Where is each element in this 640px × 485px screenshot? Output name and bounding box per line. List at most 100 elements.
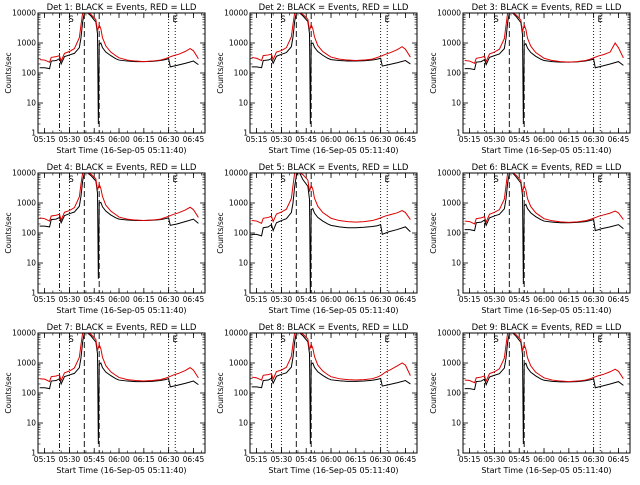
annotation-e: E (173, 175, 178, 185)
y-tick-label: 1000 (17, 199, 36, 208)
x-tick-label: 05:15 (34, 135, 56, 144)
x-tick-label: 05:30 (59, 295, 81, 304)
annotation-s: S (493, 335, 498, 345)
x-tick-label: 05:45 (295, 295, 317, 304)
y-axis-label: Counts/sec (216, 52, 225, 93)
x-tick-label: 06:00 (320, 295, 342, 304)
plot-frame (249, 172, 418, 294)
x-tick-label: 06:15 (133, 295, 155, 304)
y-tick-label: 10 (26, 259, 36, 268)
x-axis-label: Start Time (16-Sep-05 05:11:40) (56, 146, 186, 155)
x-tick-label: 05:45 (295, 455, 317, 464)
x-tick-label: 05:30 (484, 135, 506, 144)
series-line-lld (464, 13, 624, 65)
annotation-e: E (173, 335, 178, 345)
x-tick-label: 06:00 (533, 455, 555, 464)
y-tick-label: 10000 (437, 9, 461, 18)
x-axis-label: Start Time (16-Sep-05 05:11:40) (268, 306, 398, 315)
x-tick-label: 05:45 (83, 295, 105, 304)
y-tick-label: 1000 (229, 359, 248, 368)
chart-panel-6: Det 6: BLACK = Events, RED = LLD Counts/s… (429, 163, 631, 315)
y-tick-label: 10 (451, 99, 461, 108)
x-tick-label: 05:30 (271, 455, 293, 464)
y-axis-label: Counts/sec (429, 212, 438, 253)
x-tick-label: 05:15 (246, 455, 268, 464)
x-tick-label: 05:30 (59, 455, 81, 464)
y-tick-label: 1 (31, 129, 36, 138)
series-line-lld (39, 333, 199, 383)
chart-panel-3: Det 3: BLACK = Events, RED = LLD Counts/s… (429, 3, 631, 155)
y-tick-label: 1 (456, 449, 461, 458)
annotation-e: E (385, 15, 390, 25)
series-line-lld (251, 333, 411, 381)
y-tick-label: 1 (243, 129, 248, 138)
x-tick-label: 06:30 (583, 295, 605, 304)
y-tick-label: 100 (234, 389, 249, 398)
x-tick-label: 06:45 (395, 455, 417, 464)
plot-frame (249, 12, 418, 134)
y-tick-label: 10 (238, 99, 248, 108)
series-line-lld (251, 173, 411, 225)
x-tick-label: 06:45 (395, 135, 417, 144)
y-tick-label: 1000 (229, 39, 248, 48)
x-tick-label: 06:45 (608, 295, 630, 304)
x-axis-label: Start Time (16-Sep-05 05:11:40) (481, 146, 611, 155)
x-tick-label: 06:00 (108, 295, 130, 304)
x-tick-label: 05:30 (484, 295, 506, 304)
x-tick-label: 06:15 (345, 295, 367, 304)
x-tick-label: 05:15 (246, 295, 268, 304)
series-line-events (464, 13, 624, 124)
x-tick-label: 06:15 (558, 135, 580, 144)
series-line-lld (464, 173, 624, 225)
chart-title: Det 7: BLACK = Events, RED = LLD (47, 323, 197, 333)
y-tick-label: 1 (243, 449, 248, 458)
chart-title: Det 6: BLACK = Events, RED = LLD (472, 163, 622, 173)
x-tick-label: 06:30 (158, 135, 180, 144)
y-axis-label: Counts/sec (4, 212, 13, 253)
x-tick-label: 06:30 (370, 455, 392, 464)
chart-panel-5: Det 5: BLACK = Events, RED = LLD Counts/s… (216, 163, 418, 315)
series-line-events (251, 13, 411, 124)
x-tick-label: 06:30 (583, 135, 605, 144)
x-axis-label: Start Time (16-Sep-05 05:11:40) (56, 306, 186, 315)
chart-panel-7: Det 7: BLACK = Events, RED = LLD Counts/s… (4, 323, 206, 475)
x-tick-label: 05:15 (34, 295, 56, 304)
y-tick-label: 100 (22, 229, 37, 238)
x-tick-label: 06:30 (158, 455, 180, 464)
annotation-s: S (493, 15, 498, 25)
x-tick-label: 06:00 (108, 455, 130, 464)
x-axis-label: Start Time (16-Sep-05 05:11:40) (481, 306, 611, 315)
x-tick-label: 06:45 (608, 455, 630, 464)
x-tick-label: 06:00 (320, 455, 342, 464)
y-axis-label: Counts/sec (429, 52, 438, 93)
y-tick-label: 100 (234, 69, 249, 78)
y-tick-label: 10000 (437, 329, 461, 338)
x-tick-label: 05:15 (459, 295, 481, 304)
x-tick-label: 05:45 (508, 455, 530, 464)
x-tick-label: 06:15 (345, 455, 367, 464)
chart-title: Det 4: BLACK = Events, RED = LLD (47, 163, 197, 173)
chart-title: Det 3: BLACK = Events, RED = LLD (472, 3, 622, 13)
chart-panel-4: Det 4: BLACK = Events, RED = LLD Counts/s… (4, 163, 206, 315)
annotation-s: S (68, 15, 73, 25)
x-tick-label: 06:30 (370, 295, 392, 304)
y-tick-label: 100 (447, 389, 462, 398)
annotation-e: E (385, 335, 390, 345)
plot-frame (37, 12, 206, 134)
y-tick-label: 1 (31, 449, 36, 458)
y-tick-label: 1000 (442, 359, 461, 368)
y-tick-label: 1000 (442, 199, 461, 208)
y-tick-label: 1 (456, 289, 461, 298)
chart-panel-9: Det 9: BLACK = Events, RED = LLD Counts/s… (429, 323, 631, 475)
y-tick-label: 1000 (229, 199, 248, 208)
y-tick-label: 10 (238, 259, 248, 268)
x-tick-label: 05:45 (295, 135, 317, 144)
y-tick-label: 10000 (12, 329, 36, 338)
chart-panel-8: Det 8: BLACK = Events, RED = LLD Counts/s… (216, 323, 418, 475)
y-tick-label: 10 (451, 259, 461, 268)
x-tick-label: 05:45 (83, 135, 105, 144)
series-line-events (39, 13, 199, 124)
series-line-events (464, 173, 624, 284)
annotation-e: E (598, 335, 603, 345)
